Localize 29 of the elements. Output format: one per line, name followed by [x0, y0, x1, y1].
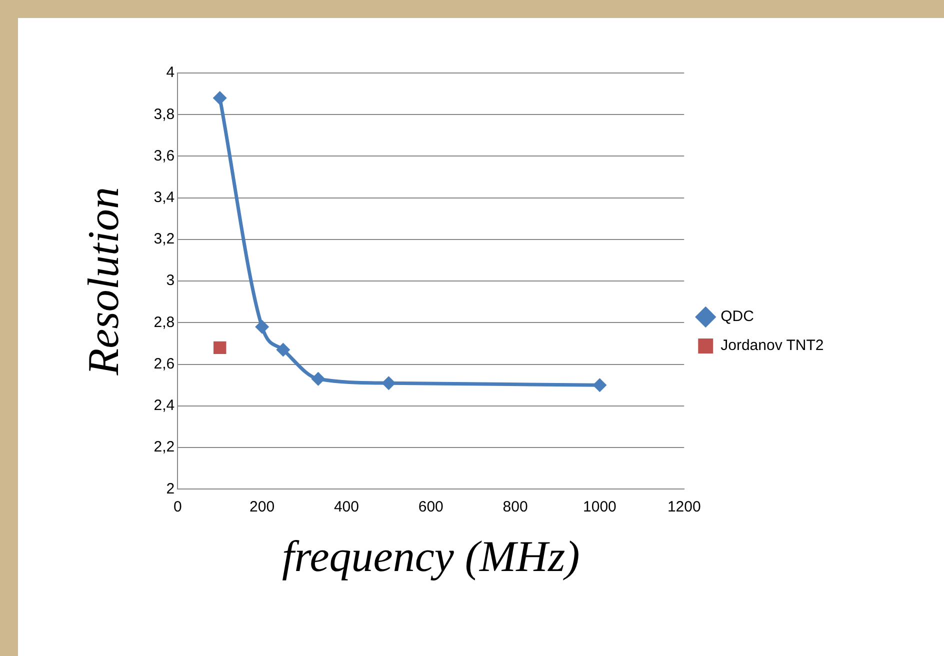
point — [212, 90, 227, 105]
x-tick-label: 0 — [173, 498, 182, 516]
legend-label: Jordanov TNT2 — [720, 337, 824, 354]
point — [255, 320, 270, 334]
x-tick-label: 400 — [334, 498, 359, 516]
y-axis-title: Resolution — [78, 187, 128, 376]
y-tick-label: 4 — [166, 64, 175, 82]
y-tick-label: 2 — [166, 480, 175, 498]
point — [213, 341, 226, 354]
x-tick-label: 600 — [418, 498, 444, 516]
y-tick-label: 3,8 — [154, 106, 175, 123]
legend-label: QDC — [720, 308, 754, 326]
y-tick-label: 2,2 — [154, 438, 175, 456]
x-tick-label: 200 — [250, 498, 275, 516]
y-tick-label: 3 — [166, 272, 175, 290]
y-tick-label: 2,6 — [154, 355, 175, 372]
x-tick-label: 1200 — [667, 498, 701, 516]
y-tick-label: 3,2 — [154, 230, 175, 248]
y-tick-label: 3,6 — [154, 147, 175, 164]
x-axis-title: frequency (MHz) — [282, 532, 580, 582]
y-tick-label: 3,4 — [154, 189, 175, 206]
point — [276, 342, 290, 357]
y-tick-label: 2,8 — [154, 314, 175, 331]
point — [592, 378, 607, 392]
point — [311, 372, 326, 386]
y-tick-label: 2,4 — [154, 397, 175, 414]
x-tick-label: 1000 — [583, 498, 616, 516]
point — [382, 376, 396, 390]
x-tick-label: 800 — [502, 498, 528, 516]
